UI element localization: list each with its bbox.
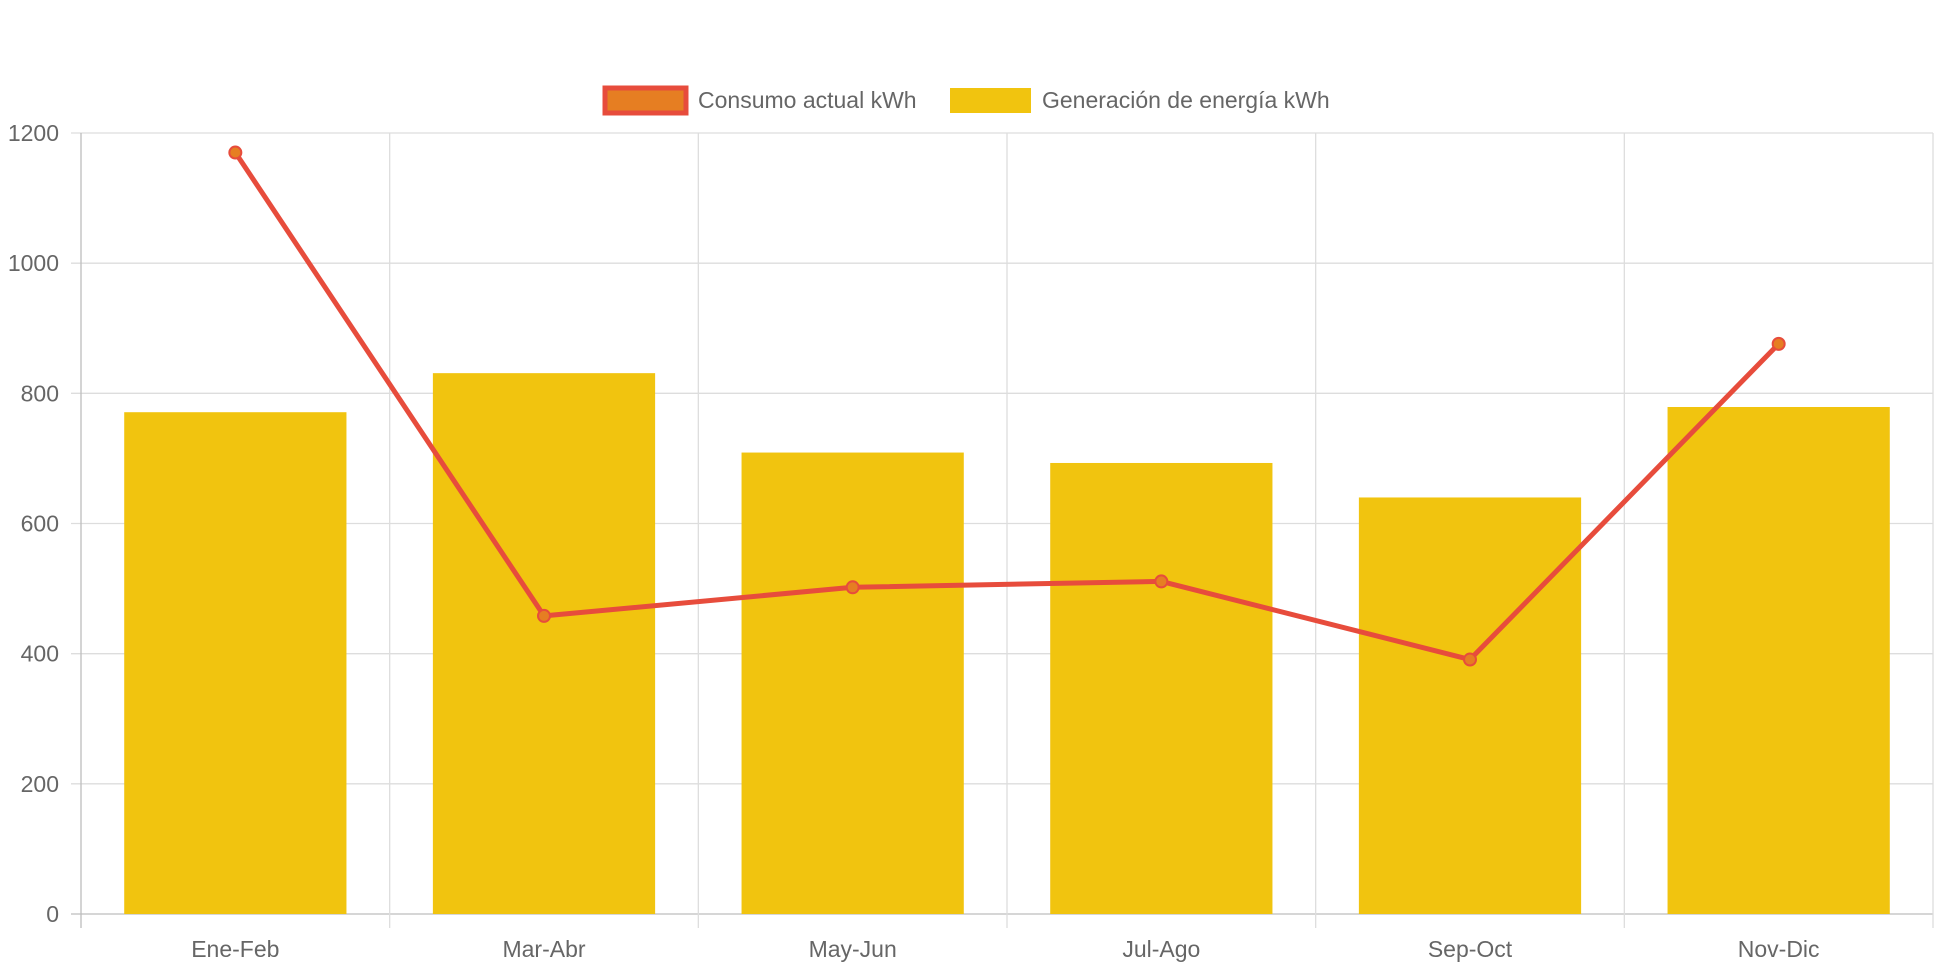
legend-swatch-consumo: [602, 85, 689, 116]
y-tick-label: 400: [21, 641, 59, 667]
bar-mar-abr[interactable]: [432, 373, 656, 915]
line-series: [228, 145, 1786, 667]
x-tick-label: Nov-Dic: [1738, 936, 1820, 962]
x-tick-label: Mar-Abr: [502, 936, 585, 962]
y-tick-label: 1000: [8, 250, 59, 276]
bar-jul-ago[interactable]: [1050, 462, 1273, 914]
legend-swatch-generacion: [950, 88, 1031, 113]
x-tick-label: Jul-Ago: [1122, 936, 1200, 962]
bar-sep-oct[interactable]: [1358, 497, 1582, 914]
consumo-line: [232, 150, 1782, 663]
grid: [71, 132, 1934, 928]
consumo-point-ene-feb[interactable]: [228, 145, 243, 160]
consumo-point-may-jun[interactable]: [845, 580, 860, 595]
legend-label-generacion: Generación de energía kWh: [1042, 87, 1330, 113]
y-tick-label: 800: [21, 380, 59, 406]
x-tick-label: May-Jun: [809, 936, 897, 962]
y-tick-label: 1200: [8, 120, 59, 146]
bars: [124, 373, 1890, 915]
y-tick-label: 0: [46, 901, 59, 927]
legend-item-generacion[interactable]: Generación de energía kWh: [950, 87, 1330, 113]
consumo-point-nov-dic[interactable]: [1771, 336, 1786, 351]
x-tick-label: Sep-Oct: [1428, 936, 1513, 962]
consumo-point-jul-ago[interactable]: [1154, 574, 1169, 589]
bar-ene-feb[interactable]: [124, 412, 347, 914]
y-tick-label: 200: [21, 771, 59, 797]
x-tick-label: Ene-Feb: [191, 936, 279, 962]
legend-item-consumo[interactable]: Consumo actual kWh: [602, 85, 917, 116]
bar-nov-dic[interactable]: [1667, 407, 1890, 914]
axes: 0 200 400 600 800 1000 1200 Ene-Feb Mar-Abr May-J…: [8, 120, 1820, 962]
consumo-point-mar-abr[interactable]: [537, 608, 551, 623]
bar-may-jun[interactable]: [741, 452, 964, 914]
legend-label-consumo: Consumo actual kWh: [698, 87, 917, 113]
y-tick-label: 600: [21, 511, 59, 537]
legend: Consumo actual kWh Generación de energía…: [602, 85, 1330, 116]
consumo-point-sep-oct[interactable]: [1463, 652, 1477, 667]
